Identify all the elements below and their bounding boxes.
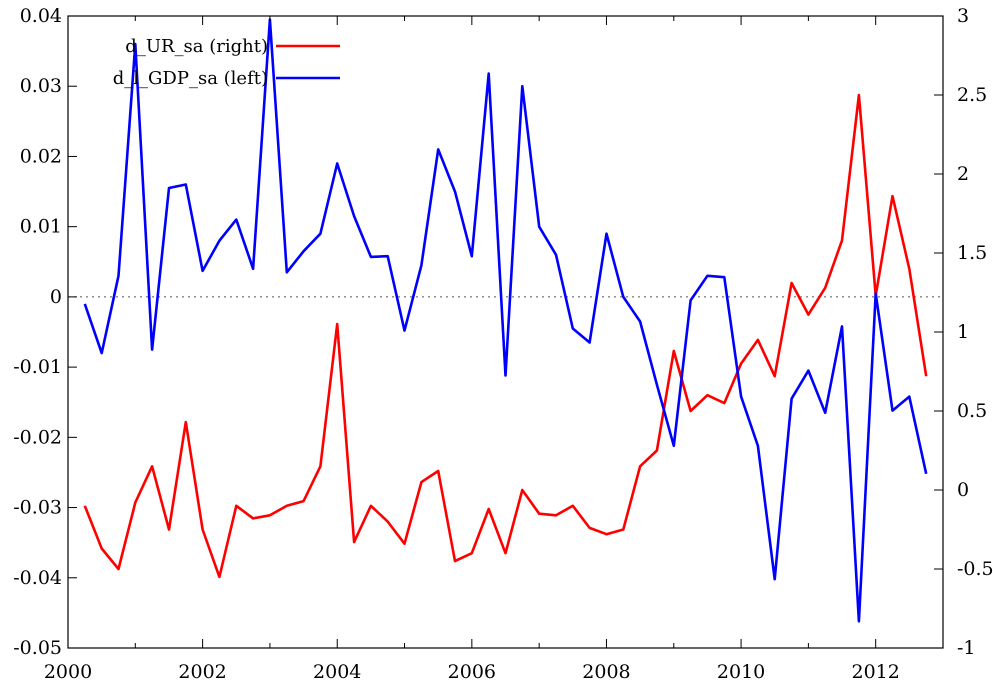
tick-layer: 0.04 0.03 0.02 0.01 0 -0.01 -0.02 -0.03 -0.04 -0.…: [13, 5, 993, 683]
y-left-tick-label: 0: [50, 286, 62, 308]
y-left-tick-label: 0.02: [20, 145, 62, 167]
y-right-tick-label: 1.5: [957, 242, 987, 264]
y-right-tick-label: -1: [957, 637, 976, 659]
y-left-tick-label: -0.02: [13, 426, 62, 448]
legend-label: d_l_GDP_sa (left): [113, 68, 268, 89]
y-right-tick-label: 2.5: [957, 84, 987, 106]
y-right-tick-label: 0: [957, 479, 969, 501]
x-tick-label: 2006: [448, 661, 496, 683]
y-right-tick-label: 1: [957, 321, 969, 343]
x-tick-label: 2012: [852, 661, 900, 683]
series-layer: [83, 18, 928, 623]
y-left-tick-label: -0.01: [13, 356, 62, 378]
legend-label: d_UR_sa (right): [125, 36, 268, 57]
x-tick-label: 2002: [178, 661, 226, 683]
series-line-d-ur-sa: [83, 93, 928, 579]
y-left-tick-label: -0.03: [13, 497, 62, 519]
x-tick-label: 2000: [44, 661, 92, 683]
y-right-tick-label: 0.5: [957, 400, 987, 422]
series-line-d-l-gdp-sa: [83, 18, 928, 623]
y-left-tick-label: 0.04: [20, 5, 62, 27]
y-left-tick-label: 0.01: [20, 216, 62, 238]
y-right-tick-label: 3: [957, 5, 969, 27]
legend: d_UR_sa (right) d_l_GDP_sa (left): [113, 36, 340, 89]
y-right-tick-label: 2: [957, 163, 969, 185]
x-tick-label: 2010: [717, 661, 765, 683]
x-tick-label: 2004: [313, 661, 361, 683]
y-left-tick-label: -0.04: [13, 567, 62, 589]
y-left-tick-label: 0.03: [20, 75, 62, 97]
x-tick-label: 2008: [582, 661, 630, 683]
y-left-tick-label: -0.05: [13, 637, 62, 659]
y-right-tick-label: -0.5: [957, 558, 993, 580]
